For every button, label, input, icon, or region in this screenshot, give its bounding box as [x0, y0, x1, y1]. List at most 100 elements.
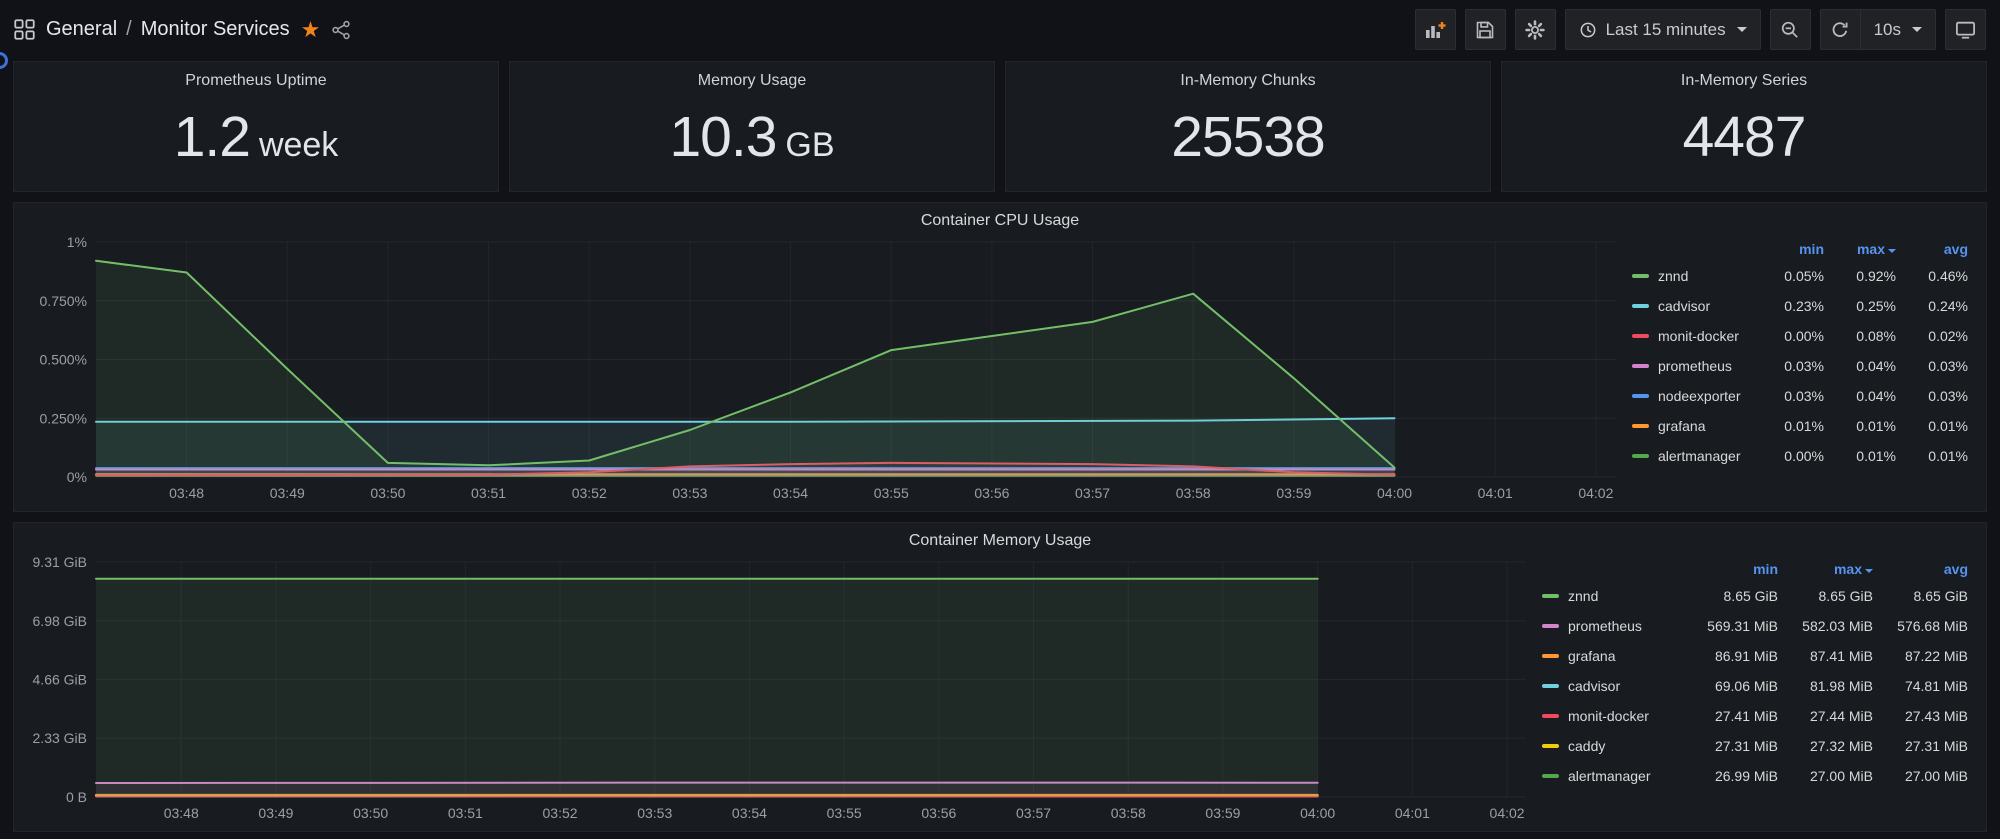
- time-range-picker[interactable]: Last 15 minutes: [1564, 9, 1761, 50]
- legend-row-alertmanager: alertmanager 26.99 MiB 27.00 MiB 27.00 MiB: [1542, 761, 1968, 791]
- series-name[interactable]: cadvisor: [1568, 678, 1621, 694]
- legend-column-avg[interactable]: avg: [1943, 240, 1968, 257]
- apps-grid-icon[interactable]: [14, 19, 35, 40]
- series-min: 0.00%: [1784, 328, 1824, 344]
- kiosk-mode-button[interactable]: [1945, 9, 1986, 50]
- series-name[interactable]: alertmanager: [1658, 448, 1741, 464]
- series-name[interactable]: prometheus: [1658, 358, 1732, 374]
- series-min: 0.00%: [1784, 448, 1824, 464]
- series-max: 27.00 MiB: [1809, 768, 1873, 784]
- svg-text:03:56: 03:56: [921, 805, 956, 821]
- series-name[interactable]: znnd: [1658, 268, 1689, 284]
- series-color-swatch: [1542, 654, 1559, 658]
- svg-text:04:00: 04:00: [1300, 805, 1335, 821]
- series-name[interactable]: caddy: [1568, 738, 1606, 754]
- svg-text:2.33 GiB: 2.33 GiB: [33, 730, 87, 746]
- series-min: 86.91 MiB: [1714, 648, 1778, 664]
- series-max: 8.65 GiB: [1818, 588, 1873, 604]
- chart-canvas[interactable]: 0%0.250%0.500%0.750%1%03:48 03:49 03:50 03:…: [20, 232, 1628, 507]
- legend-column-max[interactable]: max: [1778, 561, 1873, 577]
- svg-text:6.98 GiB: 6.98 GiB: [33, 613, 87, 629]
- series-avg: 0.03%: [1928, 388, 1968, 404]
- dashboard-settings-button[interactable]: [1514, 9, 1556, 50]
- series-color-swatch: [1632, 304, 1649, 308]
- cpu-legend: min max avg znnd 0.05% 0.92% 0.46% cadvisor 0.23…: [1628, 232, 1980, 507]
- series-name[interactable]: monit-docker: [1568, 708, 1649, 724]
- stat-panel-title[interactable]: Prometheus Uptime: [185, 72, 327, 89]
- series-name[interactable]: alertmanager: [1568, 768, 1651, 784]
- stat-panel-title[interactable]: In-Memory Chunks: [1180, 72, 1316, 89]
- series-max: 582.03 MiB: [1802, 618, 1873, 634]
- svg-text:4.66 GiB: 4.66 GiB: [33, 671, 87, 687]
- stat-panel-title[interactable]: Memory Usage: [697, 72, 807, 89]
- series-avg: 27.00 MiB: [1904, 768, 1968, 784]
- save-dashboard-button[interactable]: [1464, 9, 1506, 50]
- refresh-button[interactable]: [1819, 9, 1861, 50]
- refresh-interval-label: 10s: [1873, 19, 1901, 39]
- memory-chart-plot[interactable]: 0 B 2.33 GiB 4.66 GiB 6.98 GiB 9.31 GiB 03:48…: [20, 552, 1538, 827]
- series-avg: 0.46%: [1928, 268, 1968, 284]
- svg-text:9.31 GiB: 9.31 GiB: [33, 554, 87, 570]
- stat-unit: week: [258, 125, 339, 164]
- svg-text:0.750%: 0.750%: [40, 293, 87, 309]
- svg-text:03:58: 03:58: [1111, 805, 1146, 821]
- legend-column-min[interactable]: min: [1753, 560, 1778, 577]
- series-max: 81.98 MiB: [1809, 678, 1873, 694]
- series-name[interactable]: cadvisor: [1658, 298, 1711, 314]
- refresh-interval-dropdown[interactable]: 10s: [1860, 9, 1936, 50]
- series-grafana: [95, 793, 1319, 797]
- legend-column-max[interactable]: max: [1824, 241, 1896, 257]
- x-axis: 03:48 03:49 03:50 03:51 03:52 03:53 03:54 03:55…: [164, 562, 1525, 821]
- share-icon[interactable]: [331, 20, 351, 40]
- breadcrumb: General / Monitor Services: [46, 18, 290, 41]
- series-name[interactable]: prometheus: [1568, 618, 1642, 634]
- series-name[interactable]: monit-docker: [1658, 328, 1739, 344]
- zoom-out-time-button[interactable]: [1769, 9, 1811, 50]
- svg-text:04:00: 04:00: [1377, 485, 1412, 501]
- favorite-star-icon[interactable]: ★: [300, 16, 321, 42]
- series-name[interactable]: grafana: [1568, 648, 1616, 664]
- svg-text:03:49: 03:49: [270, 485, 305, 501]
- svg-text:03:51: 03:51: [471, 485, 506, 501]
- legend-row-grafana: grafana 86.91 MiB 87.41 MiB 87.22 MiB: [1542, 641, 1968, 671]
- breadcrumb-folder[interactable]: General: [46, 18, 118, 40]
- stat-value: 1.2 week: [14, 90, 498, 191]
- stat-panel: Memory Usage 10.3 GB: [509, 61, 995, 192]
- cpu-chart-plot[interactable]: 0% 0.250% 0.500% 0.750% 1% 03:48 03:49 03:50 03:…: [20, 232, 1628, 507]
- cpu-panel-title[interactable]: Container CPU Usage: [920, 212, 1080, 229]
- add-panel-button[interactable]: [1414, 9, 1456, 50]
- memory-panel-title[interactable]: Container Memory Usage: [908, 532, 1092, 549]
- chevron-down-icon: [1912, 27, 1922, 32]
- legend-row-prometheus: prometheus 0.03% 0.04% 0.03%: [1632, 351, 1968, 381]
- series-color-swatch: [1632, 424, 1649, 428]
- series-avg: 27.43 MiB: [1904, 708, 1968, 724]
- cpu-usage-panel: Container CPU Usage 0% 0.250% 0.500% 0.750%…: [13, 202, 1987, 512]
- svg-text:0.500%: 0.500%: [40, 352, 87, 368]
- svg-text:1%: 1%: [67, 234, 87, 250]
- series-name[interactable]: znnd: [1568, 588, 1599, 604]
- series-avg: 0.01%: [1928, 448, 1968, 464]
- chart-canvas[interactable]: 0 B 2.33 GiB 4.66 GiB 6.98 GiB 9.31 GiB 03:48…: [20, 552, 1538, 827]
- chevron-down-icon: [1736, 27, 1747, 32]
- series-name[interactable]: nodeexporter: [1658, 388, 1741, 404]
- series-max: 0.01%: [1856, 448, 1896, 464]
- svg-text:03:59: 03:59: [1205, 805, 1240, 821]
- series-max: 27.32 MiB: [1809, 738, 1873, 754]
- svg-text:03:55: 03:55: [874, 485, 909, 501]
- svg-text:03:51: 03:51: [448, 805, 483, 821]
- legend-row-caddy: caddy 27.31 MiB 27.32 MiB 27.31 MiB: [1542, 731, 1968, 761]
- series-max: 0.01%: [1856, 418, 1896, 434]
- legend-row-cadvisor: cadvisor 0.23% 0.25% 0.24%: [1632, 291, 1968, 321]
- series-name[interactable]: grafana: [1658, 418, 1706, 434]
- legend-column-min[interactable]: min: [1799, 240, 1824, 257]
- svg-text:03:57: 03:57: [1075, 485, 1110, 501]
- svg-text:03:50: 03:50: [370, 485, 405, 501]
- series-prometheus: [95, 781, 1319, 797]
- legend-column-avg[interactable]: avg: [1943, 560, 1968, 577]
- series-avg: 27.31 MiB: [1904, 738, 1968, 754]
- legend-row-nodeexporter: nodeexporter 0.03% 0.04% 0.03%: [1632, 381, 1968, 411]
- svg-text:03:52: 03:52: [543, 805, 578, 821]
- svg-text:03:48: 03:48: [164, 805, 199, 821]
- breadcrumb-dashboard-title: Monitor Services: [140, 18, 290, 40]
- stat-panel-title[interactable]: In-Memory Series: [1680, 72, 1808, 89]
